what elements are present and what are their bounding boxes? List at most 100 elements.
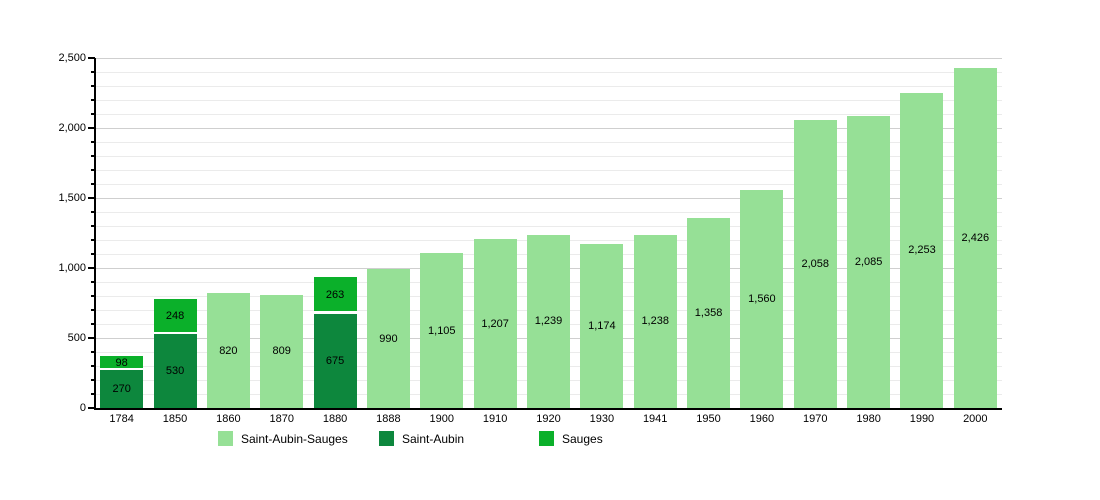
- bar-value-label: 990: [379, 332, 398, 345]
- legend-swatch-icon: [379, 431, 394, 446]
- bar-segment-saint-aubin-sauges: [953, 68, 997, 408]
- y-axis-label: 1,000: [58, 262, 86, 274]
- x-axis-label: 1910: [482, 413, 508, 425]
- x-axis-label: 1880: [322, 413, 348, 425]
- y-axis-tick: [91, 393, 95, 395]
- bar-value-label: 1,174: [588, 319, 616, 332]
- y-axis-tick: [91, 295, 95, 297]
- bar-value-label: 809: [272, 345, 291, 358]
- y-axis-tick: [91, 71, 95, 73]
- gridline-minor: [95, 156, 1002, 157]
- bar-segment-saint-aubin-sauges: [366, 269, 410, 408]
- x-axis-label: 2000: [963, 413, 988, 425]
- gridline-minor: [95, 86, 1002, 87]
- y-axis-label: 0: [79, 402, 86, 414]
- y-axis-tick: [91, 239, 95, 241]
- bar-value-label: 2,426: [961, 232, 990, 245]
- gridline-major: [95, 198, 1002, 199]
- legend-label: Sauges: [562, 431, 603, 446]
- legend-item-saint-aubin: Saint-Aubin: [379, 431, 464, 446]
- y-axis-tick: [91, 281, 95, 283]
- gridline-major: [95, 128, 1002, 129]
- y-axis-tick: [88, 407, 95, 409]
- y-axis-tick: [91, 225, 95, 227]
- y-axis-tick: [91, 365, 95, 367]
- bar-segment-saint-aubin-sauges: [580, 243, 624, 408]
- x-axis-label: 1930: [589, 413, 615, 425]
- bar-value-label: 2,085: [854, 256, 883, 269]
- y-axis-label: 2,000: [58, 122, 86, 134]
- y-axis-label: 1,500: [58, 192, 86, 204]
- y-axis-tick: [91, 379, 95, 381]
- gridline-minor: [95, 100, 1002, 101]
- bar-value-label: 1,239: [534, 315, 563, 328]
- bar-value-label: 820: [219, 344, 238, 357]
- bar-value-label: 1,207: [481, 317, 509, 330]
- bar-segment-saint-aubin-sauges: [260, 294, 304, 408]
- gridline-minor: [95, 184, 1002, 185]
- gridline-major: [95, 58, 1002, 59]
- gridline-minor: [95, 226, 1002, 227]
- x-axis-label: 1900: [429, 413, 455, 425]
- bar-value-label: 1,105: [428, 324, 456, 337]
- legend-swatch-icon: [218, 431, 233, 446]
- x-axis-label: 1970: [803, 413, 828, 425]
- y-axis-tick: [91, 85, 95, 87]
- bar-segment-saint-aubin-sauges: [793, 119, 837, 408]
- bar-value-label: 1,238: [641, 315, 669, 328]
- x-axis-label: 1860: [216, 413, 241, 425]
- gridline-minor: [95, 114, 1002, 115]
- bar-segment-saint-aubin-sauges: [527, 234, 570, 408]
- gridline-minor: [95, 212, 1002, 213]
- gridline-minor: [95, 142, 1002, 143]
- y-axis-tick: [88, 57, 95, 59]
- x-axis-label: 1784: [109, 413, 134, 425]
- bar-value-label: 530: [165, 364, 185, 377]
- x-axis-label: 1941: [642, 413, 668, 425]
- bar-segment-saint-aubin: [100, 370, 144, 408]
- bar-segment-saint-aubin-sauges: [847, 116, 891, 408]
- gridline-minor: [95, 170, 1002, 171]
- y-axis-tick: [91, 211, 95, 213]
- gridline-minor: [95, 72, 1002, 73]
- bar-value-label: 263: [325, 289, 345, 302]
- bar-value-label: 1,358: [694, 306, 723, 319]
- bar-value-label: 1,560: [748, 292, 776, 305]
- x-axis-label: 1990: [909, 413, 935, 425]
- legend-item-sauges: Sauges: [539, 431, 603, 446]
- x-axis-label: 1850: [162, 413, 188, 425]
- bar-segment-saint-aubin-sauges: [740, 189, 784, 408]
- legend-label: Saint-Aubin-Sauges: [241, 431, 348, 446]
- x-axis-label: 1920: [536, 413, 561, 425]
- bar-segment-saint-aubin: [313, 313, 357, 408]
- y-axis-tick: [91, 253, 95, 255]
- x-axis-label: 1888: [376, 413, 401, 425]
- y-axis-tick: [91, 309, 95, 311]
- bar-segment-sauges: [153, 299, 197, 334]
- y-axis-label: 500: [67, 332, 86, 344]
- y-axis-tick: [91, 141, 95, 143]
- y-axis-tick: [91, 113, 95, 115]
- y-axis-tick: [88, 127, 95, 129]
- bar-segment-saint-aubin-sauges: [687, 217, 731, 408]
- y-axis-tick: [88, 197, 95, 199]
- y-axis-tick: [88, 267, 95, 269]
- legend-label: Saint-Aubin: [402, 431, 465, 446]
- y-axis-label: 2,500: [58, 52, 86, 64]
- bar-segment-saint-aubin-sauges: [900, 92, 944, 408]
- x-axis-label: 1960: [749, 413, 775, 425]
- bar-segment-saint-aubin-sauges: [633, 234, 677, 408]
- y-axis-tick: [91, 99, 95, 101]
- x-axis-label: 1870: [269, 413, 294, 425]
- bar-value-label: 270: [112, 383, 131, 396]
- y-axis-tick: [91, 351, 95, 353]
- bar-value-label: 675: [325, 354, 345, 367]
- y-axis-tick: [91, 155, 95, 157]
- x-axis-label: 1950: [696, 413, 721, 425]
- bar-value-label: 98: [115, 357, 128, 370]
- bar-value-label: 2,253: [908, 244, 936, 257]
- bar-segment-saint-aubin: [153, 333, 197, 408]
- x-axis-line: [94, 408, 1002, 410]
- y-axis-tick: [91, 323, 95, 325]
- bar-segment-sauges: [313, 276, 357, 314]
